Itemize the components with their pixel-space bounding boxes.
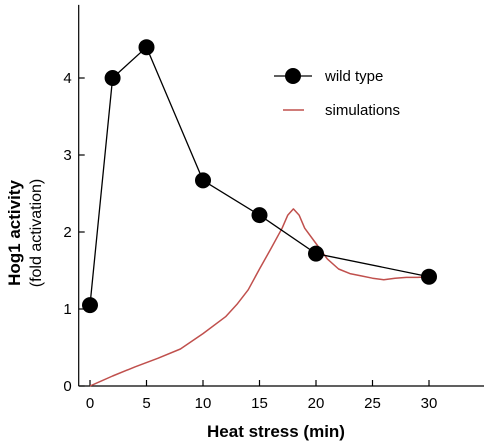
legend-simulations-label: simulations	[325, 102, 400, 119]
x-tick-label-15: 15	[251, 395, 268, 412]
wild-type-point-0	[82, 297, 98, 314]
y-axis-subtitle: (fold activation)	[28, 179, 45, 288]
x-tick-label-20: 20	[308, 395, 325, 412]
labels-layer: Heat stress (min) Hog1 activity (fold ac…	[5, 179, 345, 441]
y-axis-title: Hog1 activity	[5, 180, 24, 286]
y-tick-label-3: 3	[63, 147, 71, 164]
wild-type-point-4	[251, 207, 268, 224]
wild-type-point-1	[104, 70, 121, 86]
wild-type-point-2	[138, 39, 155, 56]
y-tick-label-2: 2	[63, 224, 71, 241]
x-tick-label-0: 0	[86, 395, 94, 412]
x-axis-title: Heat stress (min)	[207, 422, 345, 441]
legend: wild type simulations	[274, 68, 400, 119]
wild-type-point-6	[421, 268, 437, 285]
y-tick-label-0: 0	[63, 378, 71, 395]
x-tick-label-5: 5	[142, 395, 150, 412]
y-tick-label-1: 1	[63, 301, 71, 318]
axes: 0 1 2 3 4 0 5 10 15 20 25 30	[63, 4, 484, 412]
series-simulations-line	[89, 208, 430, 387]
wild-type-point-5	[308, 245, 324, 262]
y-tick-label-4: 4	[63, 70, 71, 87]
series-wild-type-line	[89, 46, 430, 306]
x-tick-label-10: 10	[195, 395, 212, 412]
x-tick-label-25: 25	[364, 395, 381, 412]
wild-type-point-3	[195, 172, 211, 189]
x-tick-label-30: 30	[421, 395, 438, 412]
series-layer	[82, 39, 437, 387]
legend-wild-type-label: wild type	[324, 68, 383, 85]
legend-wild-type-marker	[285, 68, 301, 84]
